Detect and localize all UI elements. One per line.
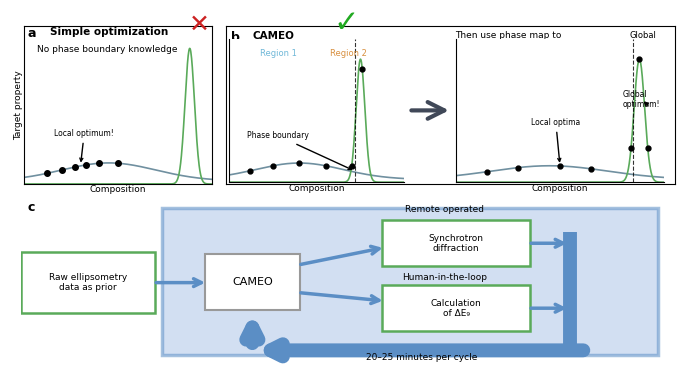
Text: Region 1: Region 1 — [260, 49, 297, 58]
FancyBboxPatch shape — [162, 208, 658, 355]
Text: CAMEO: CAMEO — [253, 31, 295, 40]
Text: No phase boundary knowledge: No phase boundary knowledge — [37, 45, 177, 54]
Text: CAMEO: CAMEO — [232, 277, 273, 287]
Text: Local optima: Local optima — [531, 118, 580, 162]
Text: Calculation
of ΔE₉: Calculation of ΔE₉ — [431, 298, 482, 318]
Text: Local optimum!: Local optimum! — [54, 129, 114, 161]
Text: First find phase map: First find phase map — [240, 50, 332, 59]
Text: ✕: ✕ — [188, 13, 210, 37]
Text: Global
optimum!: Global optimum! — [623, 89, 660, 109]
Text: optimum!: optimum! — [616, 48, 657, 57]
Text: b: b — [231, 31, 240, 43]
Y-axis label: Target property: Target property — [14, 70, 23, 140]
Text: c: c — [27, 201, 34, 213]
X-axis label: Composition: Composition — [532, 184, 588, 192]
Text: Synchrotron
diffraction: Synchrotron diffraction — [429, 234, 484, 253]
X-axis label: Composition: Composition — [90, 185, 147, 194]
Text: find global optimum: find global optimum — [463, 48, 555, 57]
Text: Phase boundary: Phase boundary — [247, 131, 351, 170]
Text: a: a — [27, 27, 36, 40]
FancyBboxPatch shape — [382, 285, 530, 331]
Text: Raw ellipsometry
data as prior: Raw ellipsometry data as prior — [49, 273, 127, 292]
Text: Then use phase map to: Then use phase map to — [456, 31, 562, 39]
Text: Global: Global — [630, 31, 657, 39]
Text: Human-in-the-loop: Human-in-the-loop — [402, 273, 487, 282]
FancyBboxPatch shape — [21, 252, 155, 313]
Text: Simple optimization: Simple optimization — [51, 27, 169, 37]
X-axis label: Composition: Composition — [288, 184, 345, 192]
FancyBboxPatch shape — [382, 220, 530, 266]
Text: Region 2: Region 2 — [329, 49, 366, 58]
FancyBboxPatch shape — [205, 254, 300, 310]
Text: 20–25 minutes per cycle: 20–25 minutes per cycle — [366, 353, 477, 362]
Text: Remote operated: Remote operated — [406, 205, 484, 214]
Text: ✓: ✓ — [333, 9, 359, 38]
